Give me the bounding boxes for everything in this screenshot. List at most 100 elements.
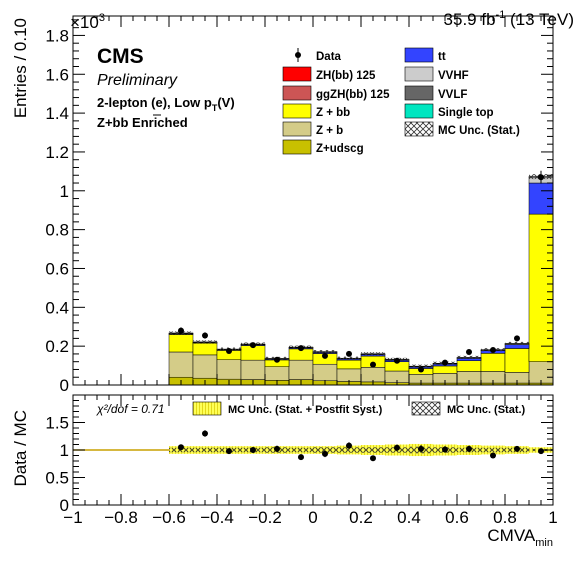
bar-z-bb <box>168 334 194 353</box>
legend-swatch <box>404 85 434 101</box>
legend-swatch <box>282 139 312 155</box>
ratio-y-axis-label: Data / MC <box>11 410 30 487</box>
ratio-stat-band <box>361 447 385 453</box>
legend-swatch <box>404 103 434 119</box>
data-point <box>490 347 496 354</box>
bar-z-bb <box>192 342 218 356</box>
main-plot-panel: 0 0.2 0.4 0.6 0.8 1 1.2 1.4 1.6 1.8 Entries / 0.10 <box>11 15 554 395</box>
bar-z-b <box>528 361 554 384</box>
bar-z-bb <box>336 359 362 370</box>
ratio-point <box>322 450 328 457</box>
ratio-point <box>466 445 472 452</box>
data-point <box>538 174 544 181</box>
x-axis-label: CMVAmin <box>487 526 553 549</box>
legend-swatch <box>282 85 312 101</box>
legend-hatch-swatch <box>404 121 434 137</box>
mc-stat-uncertainty-hatch <box>313 350 337 354</box>
x-tick-label: −0.8 <box>104 508 138 527</box>
ratio-legend-stat-label: MC Unc. (Stat.) <box>447 404 526 416</box>
ratio-point <box>514 445 520 452</box>
bar-z-bb <box>432 365 458 374</box>
ratio-stat-band <box>481 447 505 453</box>
x-tick-label: −0.4 <box>200 508 234 527</box>
ratio-y-tick-label: 0.5 <box>45 469 69 488</box>
preliminary-label: Preliminary <box>97 72 178 89</box>
bar-z-b <box>336 368 362 382</box>
y-axis-label: Entries / 0.10 <box>11 18 30 118</box>
ratio-point <box>346 442 352 449</box>
y-tick-label: 1.2 <box>45 143 69 162</box>
legend-data-marker <box>295 52 301 58</box>
y-tick-label: 1.4 <box>45 104 69 123</box>
ratio-legend-syst-swatch <box>192 401 222 416</box>
bar-z-b <box>264 366 290 381</box>
data-point <box>226 348 232 355</box>
ratio-y-tick-label: 1 <box>60 441 69 460</box>
ratio-legend-syst-label: MC Unc. (Stat. + Postfit Syst.) <box>228 404 383 416</box>
ratio-point <box>274 445 280 452</box>
exponent-label: ×103 <box>70 12 105 32</box>
x-tick-label: 0.6 <box>445 508 469 527</box>
ratio-y-tick-label: 1.5 <box>45 414 69 433</box>
bar-z-bb <box>528 213 554 362</box>
bar-z-bb <box>456 360 482 372</box>
bar-z-b <box>312 363 338 381</box>
data-point <box>322 352 328 359</box>
ratio-point <box>178 444 184 451</box>
bar-z-b <box>168 351 194 378</box>
data-point <box>370 361 376 368</box>
chi2-label: χ²/dof = 0.71 <box>96 402 165 416</box>
legend-swatch <box>282 121 312 137</box>
mc-stat-uncertainty-hatch <box>337 356 361 360</box>
legend-label: Z + bb <box>316 107 350 119</box>
data-point <box>298 345 304 352</box>
y-tick-label: 0 <box>60 376 69 395</box>
ratio-point <box>394 444 400 451</box>
bar-z-b <box>216 359 242 380</box>
x-tick-label: −1 <box>63 508 82 527</box>
data-point <box>346 350 352 357</box>
legend-swatch <box>282 66 312 82</box>
legend-label: MC Unc. (Stat.) <box>438 125 520 137</box>
data-point <box>178 327 184 334</box>
ratio-legend: MC Unc. (Stat. + Postfit Syst.) MC Unc. (… <box>192 401 526 416</box>
x-tick-label: 0 <box>308 508 317 527</box>
ratio-point <box>442 446 448 453</box>
mc-stat-uncertainty-hatch <box>361 352 385 356</box>
ratio-legend-stat-swatch <box>411 401 441 416</box>
luminosity-label: 35.9 fb-1 (13 TeV) <box>444 9 574 29</box>
region-label: Z+bb Enriched <box>97 115 188 130</box>
ratio-plot-panel: 0 0.5 1 1.5 −1 −0.8 −0.6 −0.4 −0.2 0 0.2 0.4 0.6 0.8 1… <box>11 394 558 549</box>
x-tick-label: 0.2 <box>349 508 373 527</box>
data-point <box>202 332 208 339</box>
ratio-point <box>370 455 376 462</box>
ratio-point <box>202 430 208 437</box>
cms-label: CMS <box>97 45 144 68</box>
data-point <box>442 359 448 366</box>
channel-label: 2-lepton (e), Low pT(V) <box>97 95 235 113</box>
x-tick-label: −0.2 <box>248 508 282 527</box>
legend-label: tt <box>438 51 446 63</box>
y-tick-label: 0.4 <box>45 298 69 317</box>
ratio-stat-band <box>313 447 337 453</box>
bar-z-b <box>288 359 314 380</box>
legend-label: VVHF <box>438 70 469 82</box>
x-tick-label: 0.8 <box>493 508 517 527</box>
legend-label: ZH(bb) 125 <box>316 70 376 82</box>
mc-stat-uncertainty-hatch <box>409 364 433 368</box>
mc-stat-uncertainty-hatch <box>193 340 217 344</box>
y-tick-label: 0.8 <box>45 221 69 240</box>
bar-z-bb <box>504 348 530 373</box>
ratio-point <box>490 452 496 459</box>
legend-label: VVLF <box>438 89 467 101</box>
y-tick-label: 0.2 <box>45 337 69 356</box>
legend-swatch <box>404 47 434 63</box>
legend-label: Data <box>316 51 342 63</box>
x-tick-label: 1 <box>548 508 557 527</box>
data-point <box>250 342 256 349</box>
y-tick-label: 0.6 <box>45 259 69 278</box>
bar-z-bb <box>480 353 506 372</box>
x-tick-label: −0.6 <box>152 508 186 527</box>
ratio-stat-band <box>289 447 313 453</box>
